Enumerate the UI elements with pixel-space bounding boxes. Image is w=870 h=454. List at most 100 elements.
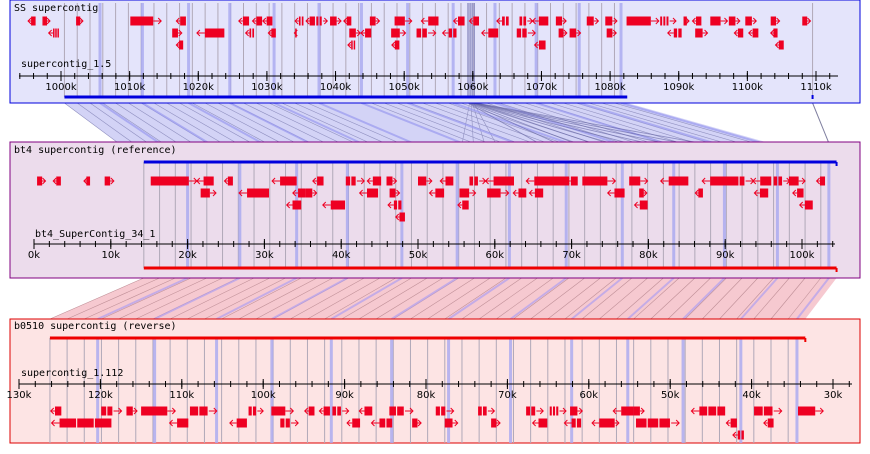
gene-feature [690, 406, 726, 416]
arrowhead-right [213, 407, 218, 415]
arrowhead-left [748, 29, 753, 37]
arrowhead-left [763, 419, 768, 427]
arrowhead-left [694, 189, 699, 197]
arrowhead-right [178, 29, 183, 37]
exon-block [101, 406, 107, 416]
gene-feature [358, 188, 379, 198]
gene-feature [549, 406, 567, 416]
gene-feature [491, 418, 501, 428]
gene-feature [332, 406, 350, 416]
gene-feature [633, 406, 645, 416]
exon-block [576, 418, 582, 428]
exon-block [453, 28, 457, 38]
arrowhead-left [531, 419, 536, 427]
exon-block [104, 176, 111, 186]
arrowhead-right [752, 17, 757, 25]
exon-block [487, 188, 501, 198]
ruler-tick-label: 1020k [183, 82, 214, 93]
ruler-tick-label: 1080k [594, 82, 625, 93]
arrowhead-left [168, 419, 173, 427]
gene-feature [387, 200, 402, 210]
arrowhead-left [815, 177, 820, 185]
exon-block [45, 16, 47, 26]
arrowhead-left [468, 17, 473, 25]
gene-feature [710, 16, 729, 26]
exon-block [285, 418, 290, 428]
ruler-tick-label: 80k [639, 250, 658, 261]
gene-feature [770, 16, 781, 26]
exon-block [621, 406, 634, 416]
exon-block [678, 28, 682, 38]
exon-block [469, 176, 474, 186]
gene-feature [608, 418, 620, 428]
gene-feature [141, 406, 176, 416]
exon-block [422, 28, 427, 38]
exon-block [54, 406, 62, 416]
link-highlight [216, 277, 298, 320]
gene-feature [633, 200, 648, 210]
ruler-tick-label: 70k [562, 250, 581, 261]
gene-feature [459, 188, 477, 198]
arrowhead-right [640, 407, 645, 415]
arrowhead-left [420, 17, 425, 25]
arrowhead-right [577, 29, 582, 37]
gene-feature [694, 188, 703, 198]
exon-block [668, 176, 689, 186]
exon-block [516, 28, 522, 38]
gene-feature [626, 16, 660, 26]
gene-track [50, 406, 824, 440]
arrowhead-left [343, 17, 348, 25]
arrowhead-left [251, 17, 256, 25]
coordinate-ruler: 130k 120k 110k 100k 90k 80k 70k 60k 50k 40k 30k [7, 379, 852, 401]
ruler-tick-label: 10k [102, 250, 121, 261]
exon-block [733, 176, 739, 186]
link-highlight [330, 277, 403, 320]
arrowhead-right [472, 189, 477, 197]
arrowhead-left [238, 189, 243, 197]
ruler-tick-label: 50k [409, 250, 428, 261]
gene-feature [347, 40, 356, 50]
exon-block [459, 188, 470, 198]
arrowhead-left [496, 17, 501, 25]
exon-block [295, 28, 297, 38]
arrowhead-left [528, 189, 533, 197]
gene-feature [175, 16, 186, 26]
exon-block [412, 418, 418, 428]
ruler-tick-label: 120k [88, 390, 113, 401]
gene-feature [725, 418, 737, 428]
ruler-tick-label: 50k [661, 390, 680, 401]
gene-feature [267, 28, 276, 38]
gene-feature [701, 176, 737, 186]
exon-block [741, 430, 744, 440]
exon-block [505, 16, 509, 26]
arrowhead-left [262, 17, 267, 25]
arrowhead-left [732, 431, 737, 439]
link-line [410, 277, 475, 320]
panel-title: b0510 supercontig (reverse) [14, 321, 177, 332]
exon-block [555, 16, 563, 26]
gene-feature [366, 176, 382, 186]
gene-feature [238, 16, 250, 26]
arrowhead-right [157, 17, 162, 25]
exon-block [365, 28, 372, 38]
link-line [702, 277, 743, 320]
exon-block [203, 176, 214, 186]
arrowhead-right [562, 407, 567, 415]
ruler-tick-label: 30k [255, 250, 274, 261]
arrowhead-right [171, 407, 176, 415]
exon-block [570, 176, 578, 186]
link-line [238, 277, 318, 320]
gene-feature [101, 406, 123, 416]
gene-feature [582, 176, 617, 186]
arrowhead-left [292, 189, 297, 197]
gene-feature [175, 40, 184, 50]
exon-block [292, 200, 302, 210]
gene-feature [774, 40, 784, 50]
arrowhead-left [175, 41, 180, 49]
exon-block [56, 176, 61, 186]
gene-feature [386, 176, 398, 186]
gene-feature [512, 188, 527, 198]
exon-block [488, 28, 499, 38]
gene-feature [50, 418, 112, 428]
exon-block [200, 188, 210, 198]
